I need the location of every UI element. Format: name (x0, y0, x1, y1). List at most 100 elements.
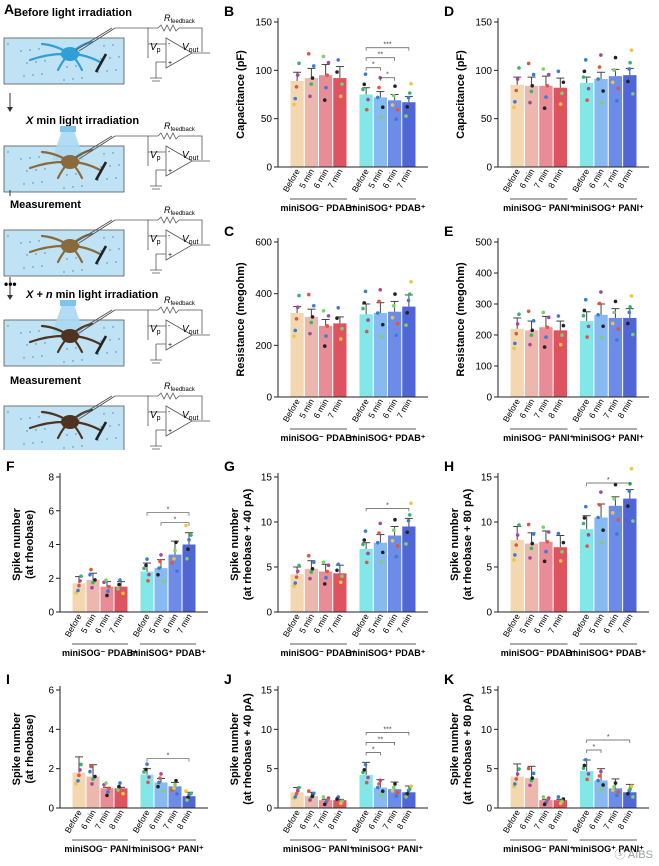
data-point (362, 82, 367, 87)
neuron-dendrite (40, 324, 72, 338)
data-point (529, 546, 534, 551)
neuron-dendrite (68, 160, 84, 180)
data-point (159, 553, 163, 557)
data-point (292, 584, 296, 588)
data-point (325, 73, 330, 77)
data-point (308, 798, 312, 802)
data-point (395, 790, 400, 795)
data-point (295, 73, 300, 77)
bath-particle (100, 58, 102, 60)
significance-label: * (386, 502, 389, 509)
y-tick-label: 5 (486, 764, 492, 775)
bar (623, 792, 637, 808)
data-point (306, 52, 311, 56)
y-tick-label: 15 (261, 686, 273, 697)
bath-particle (112, 236, 114, 238)
data-point (311, 64, 316, 68)
bath-particle (66, 66, 68, 68)
data-point (293, 328, 298, 333)
data-point (335, 797, 339, 801)
data-point (597, 503, 602, 507)
data-point (379, 560, 384, 564)
data-point (612, 310, 616, 315)
y-tick-label: 150 (255, 18, 272, 29)
bar (86, 776, 100, 808)
bath-particle (66, 348, 68, 350)
vp-label: Vp (150, 324, 161, 336)
bath-particle (38, 416, 40, 418)
panel-letter: E (444, 223, 453, 239)
bath-particle (63, 79, 65, 81)
vp-label: Vp (150, 410, 161, 422)
data-point (409, 81, 413, 86)
data-point (161, 579, 165, 584)
group-label: miniSOG⁺ PANI⁺ (352, 844, 424, 854)
bath-particle (29, 241, 31, 243)
bath-particle (32, 356, 34, 358)
significance-label: * (174, 517, 177, 524)
data-point (629, 784, 634, 788)
bath-particle (66, 434, 68, 436)
bath-particle (66, 174, 68, 176)
data-point (582, 763, 587, 768)
y-axis-label: Spike number(at rheobase) (11, 712, 36, 785)
bath-particle (109, 249, 111, 251)
bath-particle (81, 269, 83, 271)
data-point (185, 556, 189, 561)
op-amp (165, 37, 193, 69)
data-point (597, 65, 602, 69)
data-point (596, 515, 600, 520)
bar (290, 313, 304, 397)
data-point (364, 780, 369, 785)
bath-particle (103, 327, 105, 329)
y-tick-label: 5 (486, 563, 492, 574)
bar (388, 789, 402, 808)
data-point (556, 795, 561, 799)
data-point (582, 69, 587, 74)
data-point (627, 489, 632, 493)
data-point (377, 299, 381, 304)
x-tick-label: 8 min (546, 397, 565, 420)
data-point (377, 531, 381, 535)
data-point (310, 567, 315, 571)
data-point (292, 334, 296, 339)
bath-particle (35, 343, 37, 345)
data-point (542, 106, 547, 110)
data-point (91, 777, 95, 781)
bar (154, 782, 168, 808)
x-tick-label: 8 min (546, 808, 565, 831)
neuron-dendrite (28, 420, 72, 430)
y-axis-label: Resistance (megohm) (455, 262, 467, 377)
feedback-resistor (148, 392, 203, 420)
data-point (395, 321, 400, 326)
x-tick-label: Before (570, 612, 591, 639)
data-point (557, 563, 562, 568)
step-label: Measurement (10, 199, 81, 211)
data-point (615, 532, 619, 536)
y-tick-label: 400 (255, 289, 272, 300)
data-point (157, 780, 161, 785)
data-point (585, 777, 589, 782)
recording-electrode (78, 395, 116, 420)
data-point (91, 580, 95, 585)
data-point (394, 117, 399, 122)
y-tick-label: 150 (475, 18, 492, 29)
bath-particle (103, 153, 105, 155)
x-tick-label: 8 min (107, 808, 126, 831)
schematic-step-5: Measurement Rfeedback - + Vp Vout (3, 375, 210, 450)
data-point (517, 66, 521, 70)
step-label: Before light irradiation (14, 7, 132, 19)
bar (168, 554, 182, 612)
bath-particle (29, 417, 31, 419)
data-point (528, 342, 532, 347)
bath-particle (23, 357, 25, 359)
significance-bracket (365, 732, 410, 736)
data-point (409, 279, 413, 284)
ground-symbol (150, 169, 166, 190)
op-amp (165, 229, 193, 261)
data-point (544, 95, 548, 99)
data-point (121, 791, 125, 796)
group-label: miniSOG⁺ PDAB⁺ (349, 203, 425, 213)
bar (304, 78, 318, 167)
feedback-label: Rfeedback (164, 295, 196, 307)
